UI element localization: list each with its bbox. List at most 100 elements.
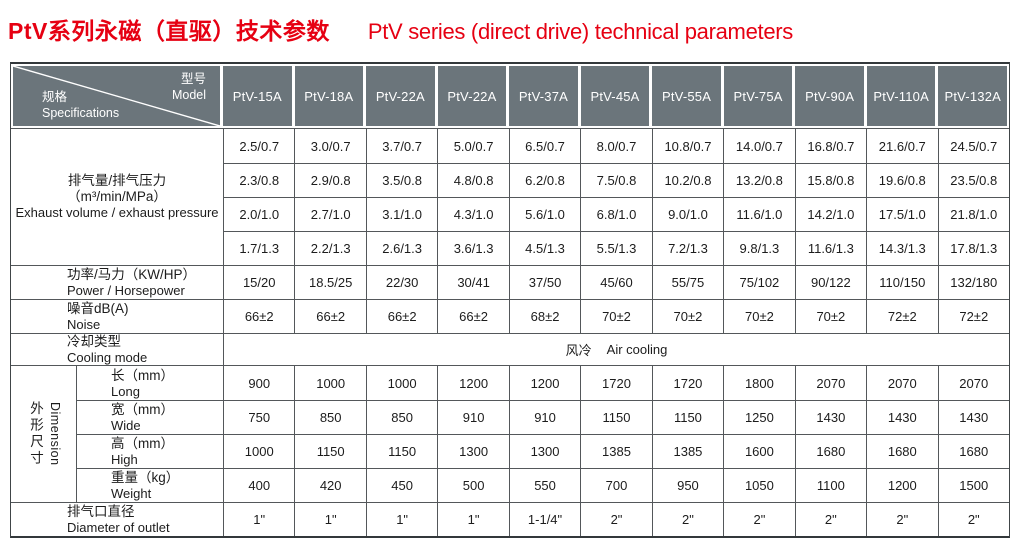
value-cell: 2" <box>651 503 723 537</box>
value-cell: 24.5/0.7 <box>937 129 1009 163</box>
model-header-cell: PtV-45A <box>580 66 650 126</box>
value-cell: 55/75 <box>651 266 723 299</box>
value-cell: 5.5/1.3 <box>580 232 651 265</box>
value-cell: 18.5/25 <box>294 266 365 299</box>
value-cell: 1680 <box>794 435 866 469</box>
value-cell: 420 <box>294 469 365 503</box>
value-cell: 750 <box>223 401 294 435</box>
page-title-en: PtV series (direct drive) technical para… <box>367 19 793 44</box>
value-cell: 1430 <box>937 401 1009 435</box>
value-cell: 45/60 <box>580 266 651 299</box>
value-cell: 3.1/1.0 <box>365 198 437 231</box>
value-cell: 2070 <box>866 366 937 401</box>
dim-label-long: 长（mm） Long <box>76 366 223 401</box>
value-cell: 66±2 <box>437 300 508 333</box>
value-cell: 950 <box>651 469 723 503</box>
value-cell: 2" <box>723 503 794 537</box>
value-cell: 2.6/1.3 <box>365 232 437 265</box>
exhaust-label: 排气量/排气压力 （m³/min/MPa） Exhaust volume / e… <box>15 173 219 221</box>
value-cell: 1000 <box>365 366 437 401</box>
value-cell: 3.5/0.8 <box>365 164 437 197</box>
value-cell: 66±2 <box>294 300 365 333</box>
value-cell: 14.0/0.7 <box>723 129 794 163</box>
exhaust-group: 排气量/排气压力 （m³/min/MPa） Exhaust volume / e… <box>11 128 1009 265</box>
value-cell: 1680 <box>866 435 937 469</box>
value-cell: 1.7/1.3 <box>223 232 294 265</box>
value-cell: 3.7/0.7 <box>365 129 437 163</box>
value-cell: 6.8/1.0 <box>580 198 651 231</box>
corner-model-label: 型号 Model <box>171 72 206 103</box>
table-body: 排气量/排气压力 （m³/min/MPa） Exhaust volume / e… <box>11 128 1009 537</box>
exhaust-row-1.3: 1.7/1.3 2.2/1.3 2.6/1.3 3.6/1.3 4.5/1.3 5.5/1… <box>223 231 1009 265</box>
value-cell: 1430 <box>794 401 866 435</box>
value-cell: 1" <box>365 503 437 537</box>
value-cell: 1385 <box>580 435 651 469</box>
value-cell: 23.5/0.8 <box>937 164 1009 197</box>
outlet-label: 排气口直径 Diameter of outlet <box>67 504 170 536</box>
value-cell: 1000 <box>294 366 365 401</box>
cooling-label: 冷却类型 Cooling mode <box>67 334 148 365</box>
value-cell: 4.3/1.0 <box>437 198 508 231</box>
value-cell: 1500 <box>937 469 1009 503</box>
value-cell: 72±2 <box>937 300 1009 333</box>
table-header-row: 型号 Model 规格 Specifications PtV-15A PtV-18… <box>11 64 1009 128</box>
value-cell: 70±2 <box>651 300 723 333</box>
value-cell: 9.8/1.3 <box>723 232 794 265</box>
value-cell: 21.6/0.7 <box>866 129 937 163</box>
value-cell: 2.3/0.8 <box>223 164 294 197</box>
value-cell: 2" <box>580 503 651 537</box>
value-cell: 7.5/0.8 <box>580 164 651 197</box>
value-cell: 3.6/1.3 <box>437 232 508 265</box>
value-cell: 1250 <box>723 401 794 435</box>
value-cell: 1" <box>223 503 294 537</box>
value-cell: 1720 <box>580 366 651 401</box>
value-cell: 6.2/0.8 <box>508 164 580 197</box>
value-cell: 6.5/0.7 <box>508 129 580 163</box>
value-cell: 8.0/0.7 <box>580 129 651 163</box>
value-cell: 66±2 <box>223 300 294 333</box>
value-cell: 1200 <box>508 366 580 401</box>
value-cell: 1050 <box>723 469 794 503</box>
model-header-cell: PtV-132A <box>938 66 1008 126</box>
value-cell: 10.8/0.7 <box>651 129 723 163</box>
value-cell: 14.2/1.0 <box>794 198 866 231</box>
value-cell: 30/41 <box>437 266 508 299</box>
value-cell: 68±2 <box>508 300 580 333</box>
value-cell: 910 <box>437 401 508 435</box>
value-cell: 7.2/1.3 <box>651 232 723 265</box>
value-cell: 1680 <box>937 435 1009 469</box>
value-cell: 14.3/1.3 <box>866 232 937 265</box>
value-cell: 850 <box>365 401 437 435</box>
value-cell: 1150 <box>580 401 651 435</box>
exhaust-row-0.8: 2.3/0.8 2.9/0.8 3.5/0.8 4.8/0.8 6.2/0.8 7.5/0… <box>223 163 1009 197</box>
dimension-group: 外形尺寸 Dimension 长（mm） Long 900 1000 1000 120… <box>11 365 1009 503</box>
value-cell: 37/50 <box>508 266 580 299</box>
value-cell: 1300 <box>437 435 508 469</box>
value-cell: 2.7/1.0 <box>294 198 365 231</box>
model-header-cell: PtV-75A <box>723 66 793 126</box>
value-cell: 1600 <box>723 435 794 469</box>
exhaust-rows: 2.5/0.7 3.0/0.7 3.7/0.7 5.0/0.7 6.5/0.7 8.0/0… <box>223 129 1009 265</box>
value-cell: 450 <box>365 469 437 503</box>
value-cell: 15.8/0.8 <box>794 164 866 197</box>
model-header-cell: PtV-22A <box>437 66 507 126</box>
value-cell: 1150 <box>365 435 437 469</box>
value-cell: 5.0/0.7 <box>437 129 508 163</box>
value-cell: 11.6/1.3 <box>794 232 866 265</box>
value-cell: 2070 <box>937 366 1009 401</box>
value-cell: 850 <box>294 401 365 435</box>
value-cell: 1150 <box>294 435 365 469</box>
value-cell: 2.5/0.7 <box>223 129 294 163</box>
value-cell: 16.8/0.7 <box>794 129 866 163</box>
value-cell: 132/180 <box>937 266 1009 299</box>
outlet-row: 排气口直径 Diameter of outlet 1" 1" 1" 1" 1-1/4" 2… <box>11 502 1009 537</box>
value-cell: 2" <box>937 503 1009 537</box>
cooling-value: 风冷 Air cooling <box>223 334 1009 366</box>
dimension-row-weight: 重量（kg） Weight 400 420 450 500 550 700 950 1050 1… <box>76 468 1009 503</box>
value-cell: 70±2 <box>580 300 651 333</box>
model-header-cell: PtV-15A <box>223 66 292 126</box>
dimension-rows: 长（mm） Long 900 1000 1000 1200 1200 1720 1720 18… <box>76 366 1009 503</box>
model-header-cell: PtV-18A <box>294 66 364 126</box>
value-cell: 1100 <box>794 469 866 503</box>
value-cell: 90/122 <box>794 266 866 299</box>
